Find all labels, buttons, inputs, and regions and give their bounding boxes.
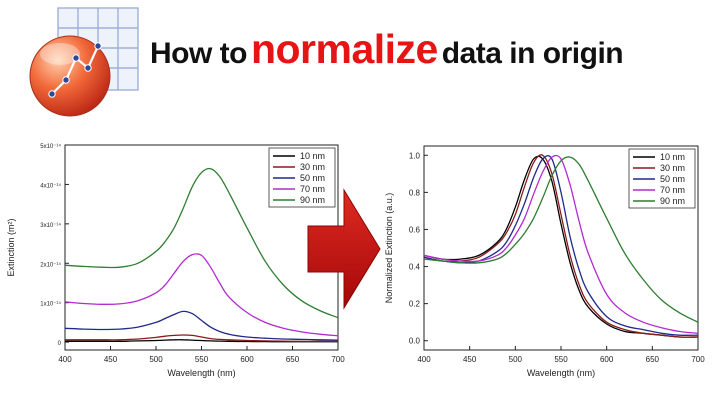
- legend-entry: 70 nm: [660, 185, 685, 195]
- origin-logo-icon: [22, 6, 142, 131]
- legend-entry: 50 nm: [660, 174, 685, 184]
- x-tick-label: 700: [691, 355, 705, 364]
- headline-prefix: How to: [150, 37, 247, 70]
- y-tick-label: 4x10⁻¹⁴: [40, 182, 61, 189]
- headline-title: How to normalize data in origin: [150, 26, 624, 73]
- headline-suffix: data in origin: [441, 37, 624, 70]
- series-line-90-nm: [423, 156, 699, 323]
- y-tick-label: 0: [58, 341, 62, 347]
- legend-entry: 90 nm: [660, 196, 685, 206]
- series-line-30-nm: [65, 334, 339, 342]
- x-tick-label: 500: [509, 355, 523, 364]
- series-line-30-nm: [423, 154, 699, 338]
- y-axis-label: Extinction (m²): [6, 218, 16, 276]
- series-line-70-nm: [423, 154, 699, 334]
- y-tick-label: 0.0: [409, 337, 421, 346]
- legend-entry: 70 nm: [300, 184, 325, 194]
- x-tick-label: 400: [58, 355, 72, 364]
- y-tick-label: 1.0: [409, 151, 421, 160]
- x-tick-label: 600: [240, 355, 254, 364]
- x-tick-label: 450: [104, 355, 118, 364]
- legend-entry: 90 nm: [300, 195, 325, 205]
- series-line-90-nm: [64, 167, 339, 319]
- x-tick-label: 650: [286, 355, 300, 364]
- y-tick-label: 2x10⁻¹⁴: [40, 261, 61, 268]
- legend-entry: 30 nm: [300, 162, 325, 172]
- y-tick-label: 1x10⁻¹⁴: [40, 301, 61, 308]
- x-tick-label: 550: [554, 355, 568, 364]
- y-tick-label: 3x10⁻¹⁴: [40, 222, 61, 229]
- legend-box: [628, 148, 696, 209]
- legend-entry: 10 nm: [660, 152, 685, 162]
- legend-entry: 50 nm: [300, 173, 325, 183]
- y-tick-label: 5x10⁻¹⁴: [40, 143, 61, 150]
- x-axis-label: Wavelength (nm): [167, 368, 235, 378]
- headline-highlight: normalize: [250, 26, 438, 72]
- x-tick-label: 400: [417, 355, 431, 364]
- series-line-50-nm: [423, 155, 699, 336]
- x-tick-label: 650: [646, 355, 660, 364]
- legend-entry: 30 nm: [660, 163, 685, 173]
- x-axis-label: Wavelength (nm): [527, 368, 595, 378]
- normalized-extinction-chart: 400 450 500 550 600 650 700 0.0 0.2 0.4 0.6 0.8 1.0 W…: [380, 142, 718, 393]
- y-axis-label: Normalized Extinction (a.u.): [384, 193, 394, 304]
- x-tick-label: 450: [463, 355, 477, 364]
- y-tick-label: 0.4: [409, 263, 421, 272]
- legend-entry: 10 nm: [300, 151, 325, 161]
- x-tick-label: 700: [331, 355, 345, 364]
- normalized-extinction-chart-svg: 400 450 500 550 600 650 700 0.0 0.2 0.4 0.6 0.8 1.0 W…: [384, 145, 705, 378]
- extinction-chart: 400 450 500 550 600 650 700 0 1x10⁻¹⁴ 2x10⁻¹⁴ 3x10…: [0, 138, 345, 393]
- series-line-70-nm: [64, 253, 339, 337]
- series-line-50-nm: [64, 310, 339, 341]
- x-tick-label: 500: [149, 355, 163, 364]
- extinction-chart-svg: 400 450 500 550 600 650 700 0 1x10⁻¹⁴ 2x10⁻¹⁴ 3x10…: [6, 143, 345, 378]
- right-arrow-icon: [306, 186, 382, 317]
- y-tick-label: 0.8: [409, 188, 421, 197]
- y-tick-label: 0.2: [409, 300, 421, 309]
- x-tick-label: 600: [600, 355, 614, 364]
- x-tick-label: 550: [195, 355, 209, 364]
- y-tick-label: 0.6: [409, 225, 421, 234]
